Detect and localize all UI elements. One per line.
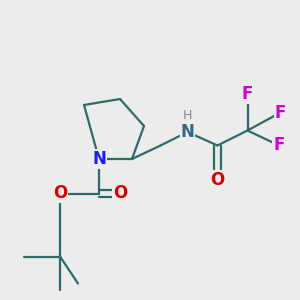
Text: H: H (183, 109, 192, 122)
Text: N: N (92, 150, 106, 168)
Text: F: F (275, 103, 286, 122)
Text: F: F (273, 136, 285, 154)
Text: N: N (181, 123, 194, 141)
Text: O: O (210, 171, 225, 189)
Text: O: O (113, 184, 127, 202)
Text: F: F (242, 85, 253, 103)
Text: O: O (53, 184, 67, 202)
